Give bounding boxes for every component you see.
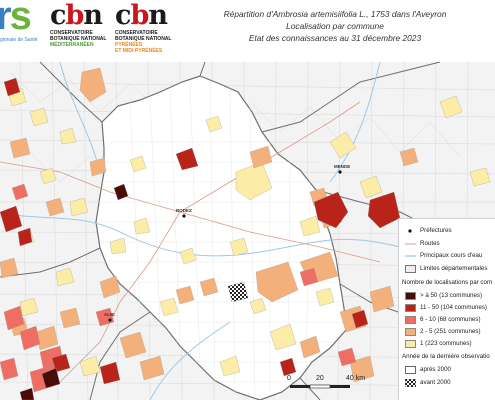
prefecture-markers xyxy=(108,170,342,322)
cbn-med-wordmark: cbn xyxy=(50,0,103,31)
cbn-pyr-line4: ET MIDI-PYRÉNÉES xyxy=(115,48,163,54)
map-title-block: Répartition d'Ambrosia artemisiifolia L.… xyxy=(190,8,480,44)
scale-bar: 0 20 40 km xyxy=(287,375,365,389)
cbn-med-line2: BOTANIQUE NATIONAL xyxy=(50,36,107,42)
class-swatch-icon xyxy=(405,316,416,324)
department-symbol-icon xyxy=(405,265,416,273)
cbn-pyr-line3: PYRÉNÉES xyxy=(115,42,143,48)
legend-year-title: Année de la dernière observatio xyxy=(402,353,490,360)
road-symbol-icon xyxy=(405,240,416,248)
ars-logo-mark: rs xyxy=(0,0,32,38)
map-title: Répartition d'Ambrosia artemisiifolia L.… xyxy=(223,9,447,19)
town-label-albi: ALBI xyxy=(104,312,115,317)
ars-logo-tagline: gionale de Santé xyxy=(0,37,38,43)
map-legend: Préfectures Routes Principaux cours d'ea… xyxy=(398,218,495,400)
cbn-med-line1: CONSERVATOIRE xyxy=(50,30,93,36)
roads xyxy=(0,101,381,383)
class-swatch-icon xyxy=(405,328,416,336)
class-swatch-icon xyxy=(405,292,416,300)
town-label-rodez: RODEZ xyxy=(176,208,192,213)
before-2000-swatch-icon xyxy=(404,378,417,388)
class-swatch-icon xyxy=(405,340,416,348)
map-date-line: Etat des connaissances au 31 décembre 20… xyxy=(248,33,422,43)
river-symbol-icon xyxy=(405,252,416,260)
class-1-communes xyxy=(7,87,491,377)
map-subtitle: Localisation par commune xyxy=(286,21,384,31)
cbn-pyr-line1: CONSERVATOIRE xyxy=(115,30,158,36)
scale-label-40: 40 km xyxy=(346,375,365,382)
scale-label-0: 0 xyxy=(287,375,291,382)
rodez-marker xyxy=(182,214,186,218)
cbn-mediterranean-logo: cbn CONSERVATOIRE BOTANIQUE NATIONAL MÉD… xyxy=(50,2,110,62)
mende-marker xyxy=(338,170,342,174)
legend-counts-title: Nombre de localisations par com xyxy=(402,279,493,286)
class-swatch-icon xyxy=(405,304,416,312)
cbn-med-line3: MÉDITERRANÉEN xyxy=(50,42,94,48)
map-header: rs gionale de Santé cbn CONSERVATOIRE BO… xyxy=(0,0,495,62)
scale-label-20: 20 xyxy=(316,375,324,382)
albi-marker xyxy=(108,318,112,322)
cbn-pyr-wordmark: cbn xyxy=(115,0,168,31)
prefecture-symbol-icon xyxy=(405,227,416,235)
after-2000-swatch-icon xyxy=(405,366,416,374)
class-11-50-communes xyxy=(0,77,401,385)
occurrence-communes xyxy=(0,67,491,400)
cbn-pyr-line2: BOTANIQUE NATIONAL xyxy=(115,36,172,42)
class-over-50-communes xyxy=(19,183,129,400)
ars-logo: rs gionale de Santé xyxy=(0,0,45,52)
aveyron-department xyxy=(95,75,347,400)
pre-2000-commune xyxy=(227,281,249,303)
cbn-pyrenees-logo: cbn CONSERVATOIRE BOTANIQUE NATIONAL PYR… xyxy=(115,2,175,62)
town-labels: MENDE RODEZ ALBI xyxy=(104,164,350,317)
town-label-mende: MENDE xyxy=(334,164,350,169)
